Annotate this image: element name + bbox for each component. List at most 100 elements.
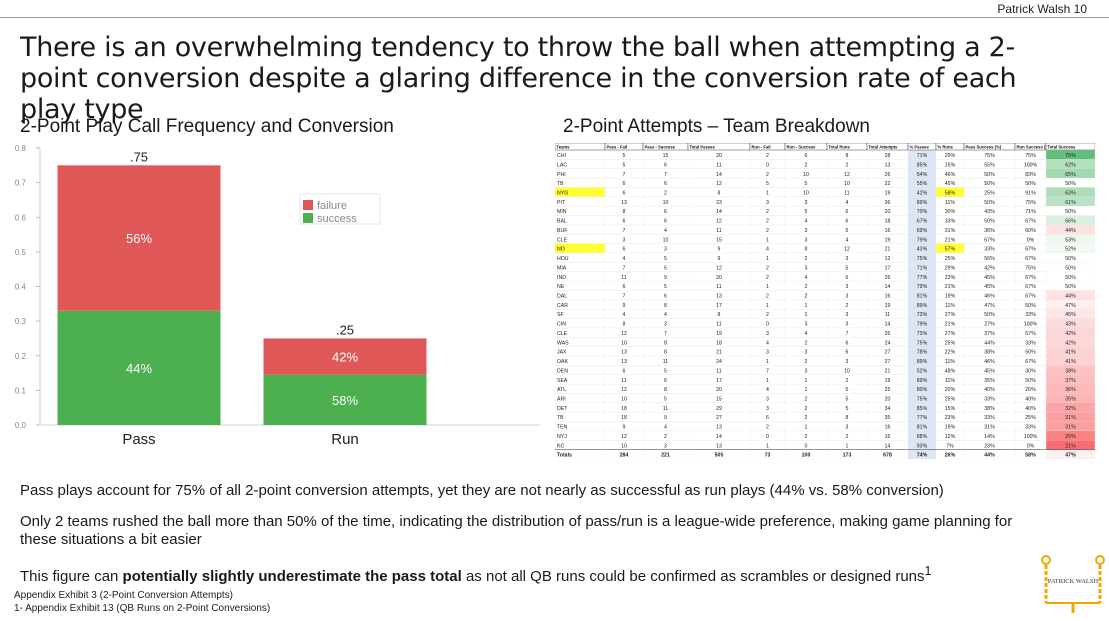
y-tick-label: 0.7	[15, 179, 27, 188]
table-cell: 33%	[1025, 312, 1036, 318]
bar-data-label: 56%	[126, 231, 152, 246]
table-cell: 9	[718, 247, 721, 253]
table-cell: 43%	[917, 247, 928, 253]
table-cell: 11	[716, 162, 721, 168]
table-total-cell: Totals	[557, 453, 572, 459]
table-cell: 77%	[917, 275, 928, 281]
table-cell: 21%	[1065, 443, 1076, 449]
table-cell: 100%	[1024, 434, 1038, 440]
table-cell: 3	[766, 331, 769, 337]
total-success-heat-cell	[1046, 299, 1095, 310]
table-cell: 0	[766, 322, 769, 328]
bar-segment-failure	[263, 338, 427, 375]
table-cell: 19%	[945, 294, 956, 300]
table-cell: 0%	[1027, 443, 1035, 449]
table-cell: 25%	[1065, 434, 1076, 440]
table-cell: 28	[885, 153, 891, 159]
table-cell: 8	[664, 303, 667, 309]
run-pct-highlight	[936, 187, 964, 197]
table-cell: 9	[718, 256, 721, 262]
table-cell: 5	[805, 209, 808, 215]
table-cell: 15	[663, 153, 669, 159]
table-cell: 13	[716, 443, 722, 449]
table-cell: 56%	[984, 256, 995, 262]
table-cell: 2	[805, 294, 808, 300]
table-cell: 75%	[917, 256, 928, 262]
table-cell: 12	[621, 331, 627, 337]
table-cell: 2	[805, 340, 808, 346]
table-cell: 50%	[1065, 284, 1076, 290]
run-pct-highlight	[936, 243, 964, 253]
table-cell: 57%	[1025, 331, 1036, 337]
pct-pass-column-shade	[908, 143, 936, 459]
table-cell: 2	[805, 406, 808, 412]
table-cell: 27	[885, 350, 891, 356]
table-cell: 6	[623, 368, 626, 374]
table-cell: 6	[846, 350, 849, 356]
table-cell: 1	[805, 387, 808, 393]
table-cell: 75%	[984, 153, 995, 159]
table-cell: 24	[885, 340, 891, 346]
table-header-label: Pass Success (%)	[966, 145, 1002, 150]
table-cell: 2	[766, 265, 769, 271]
table-cell: 6	[623, 181, 626, 187]
table-cell: 4	[805, 219, 808, 225]
table-cell: 20	[716, 153, 722, 159]
table-total-cell: 173	[843, 453, 852, 459]
table-cell: 56%	[1065, 219, 1076, 225]
table-cell: 40%	[984, 387, 995, 393]
table-cell: 24	[716, 359, 722, 365]
table-cell: 2	[766, 153, 769, 159]
table-cell: 75%	[917, 397, 928, 403]
table-total-cell: 221	[661, 453, 670, 459]
total-success-heat-cell	[1046, 430, 1095, 441]
table-cell: 85%	[917, 162, 928, 168]
table-cell: 1	[805, 425, 808, 431]
table-cell: 6	[623, 191, 626, 197]
table-cell: 50%	[984, 312, 995, 318]
table-cell: ARI	[557, 397, 566, 403]
table-cell: 81%	[917, 294, 928, 300]
table-cell: 6	[664, 162, 667, 168]
table-cell: 48%	[945, 368, 956, 374]
table-header-label: Run - Success	[787, 145, 817, 150]
table-header-label: Total Passes	[690, 145, 716, 150]
table-cell: 19	[885, 378, 891, 384]
table-cell: 54%	[917, 172, 928, 178]
table-cell: 50%	[984, 200, 995, 206]
table-cell: 31%	[1065, 425, 1076, 431]
table-cell: 26	[885, 275, 891, 281]
table-cell: 3	[664, 443, 667, 449]
table-cell: 6	[846, 340, 849, 346]
table-cell: 4	[805, 275, 808, 281]
table-header-label: Pass - Success	[645, 145, 676, 150]
table-cell: TB	[557, 415, 564, 421]
table-cell: 20%	[945, 387, 956, 393]
table-cell: 10	[803, 191, 809, 197]
table-cell: 50%	[1065, 265, 1076, 271]
table-cell: 10	[844, 368, 850, 374]
table-cell: 11	[885, 312, 890, 318]
table-header-label: Teams	[557, 145, 571, 150]
table-cell: 43%	[1065, 322, 1076, 328]
table-cell: 12	[621, 434, 627, 440]
logo: PATRICK WALSH	[1041, 555, 1105, 613]
table-cell: 14	[716, 172, 722, 178]
table-cell: 21%	[945, 284, 956, 290]
table-cell: 11%	[945, 200, 955, 206]
table-cell: 79%	[917, 284, 928, 290]
table-cell: 2	[846, 303, 849, 309]
table-cell: 3	[846, 322, 849, 328]
table-cell: 3	[805, 237, 808, 243]
table-cell: 3	[766, 397, 769, 403]
table-cell: 10	[621, 340, 627, 346]
table-cell: 6	[766, 415, 769, 421]
table-cell: 6	[623, 219, 626, 225]
table-cell: 22%	[945, 350, 956, 356]
bar-segment-success	[263, 374, 427, 425]
table-cell: 2	[846, 434, 849, 440]
total-success-heat-cell	[1046, 206, 1095, 216]
table-cell: 6	[846, 219, 849, 225]
total-success-heat-cell	[1046, 384, 1095, 394]
table-cell: 67%	[1025, 219, 1036, 225]
